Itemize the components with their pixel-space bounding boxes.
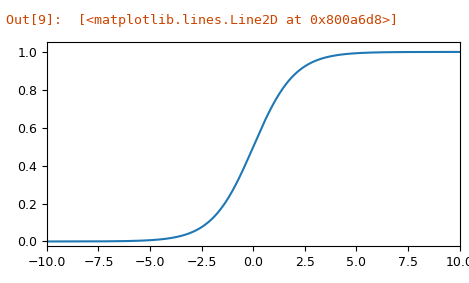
Text: Out[9]:  [<matplotlib.lines.Line2D at 0x800a6d8>]: Out[9]: [<matplotlib.lines.Line2D at 0x8… [6,14,398,27]
